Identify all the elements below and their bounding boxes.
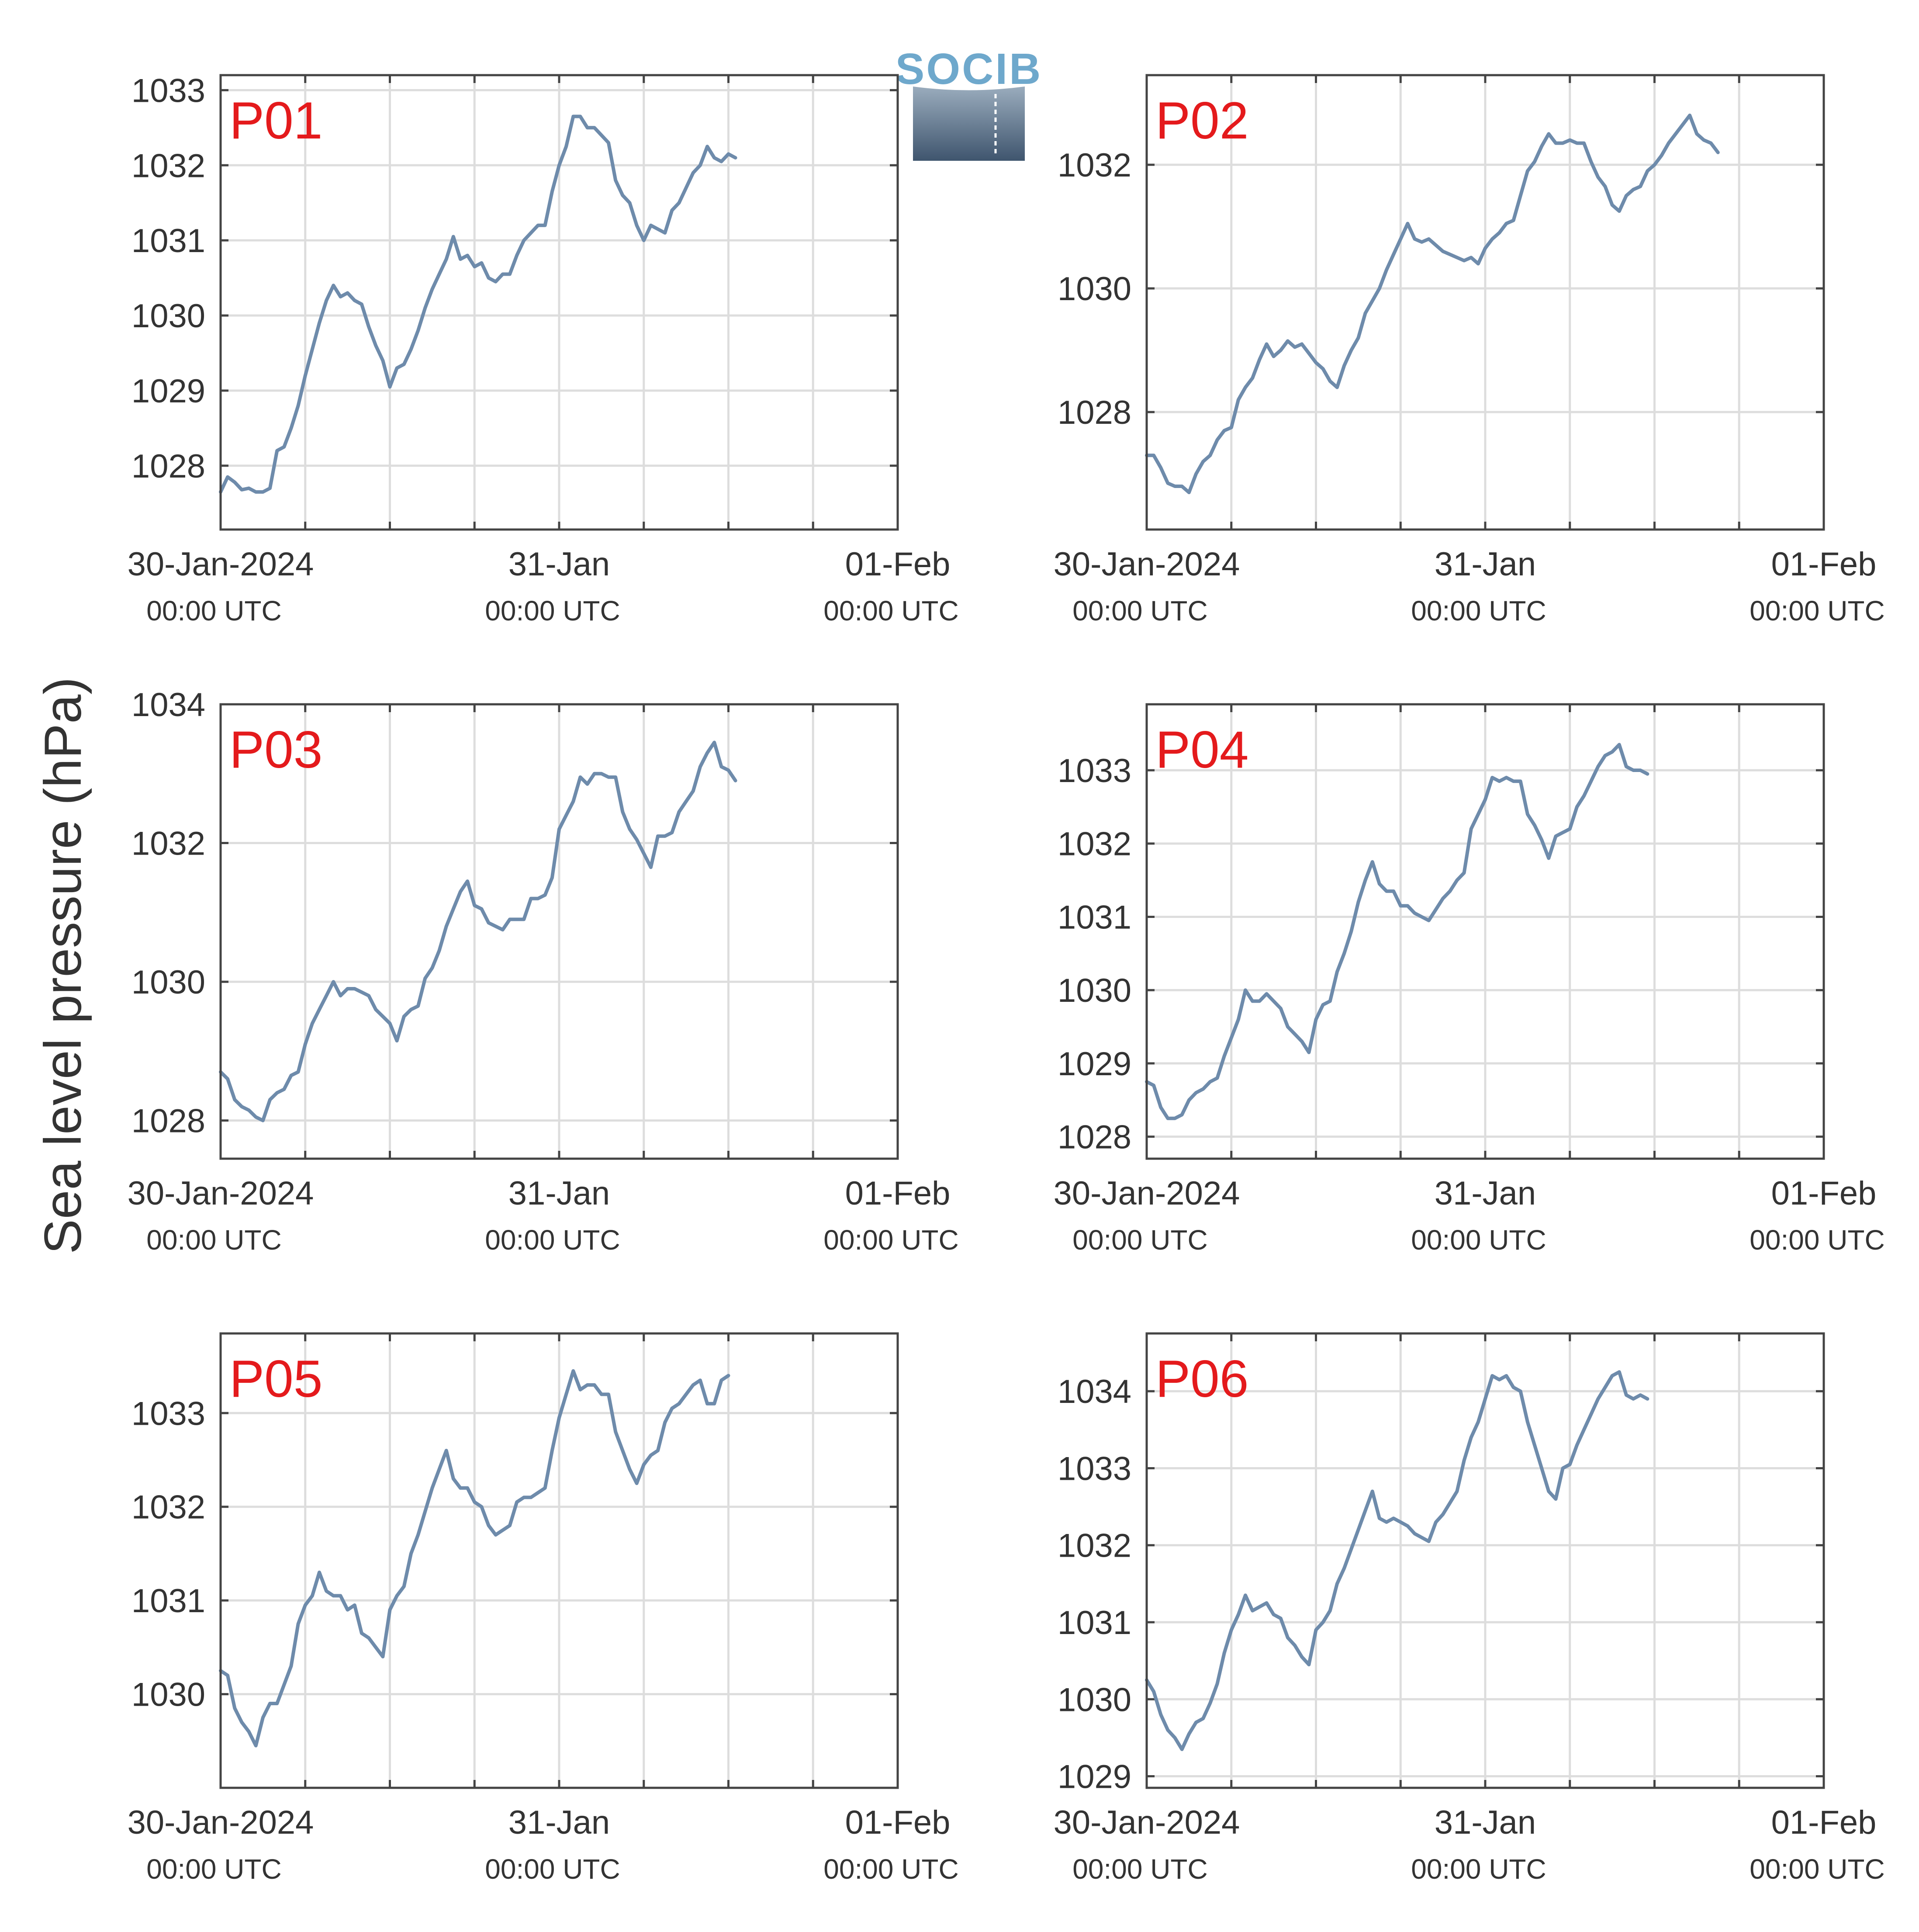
panel-6-xtick-label-2: 01-Feb bbox=[1771, 1804, 1877, 1841]
panel-5-ytick-label-3: 1033 bbox=[131, 1395, 205, 1432]
panel-2-xtick-label-0: 30-Jan-2024 bbox=[1054, 546, 1240, 583]
panel-6-ytick-label-0: 1029 bbox=[1058, 1759, 1131, 1796]
panel-3: 1028 1030 1032 1034 30-Jan-2024 00:00 UTC 31-J… bbox=[128, 686, 959, 1256]
panel-1-frame bbox=[219, 74, 899, 531]
panel-1-station-label: P01 bbox=[229, 91, 323, 150]
panel-6-ytick-label-1: 1030 bbox=[1058, 1681, 1131, 1718]
panel-6-xtick-sublabel-1: 00:00 UTC bbox=[1411, 1853, 1546, 1885]
panel-6-xtick-label-0: 30-Jan-2024 bbox=[1054, 1804, 1240, 1841]
panel-1-xtick-label-2: 01-Feb bbox=[845, 546, 951, 583]
panel-2-ytick-label-2: 1032 bbox=[1058, 147, 1131, 184]
panel-2-xtick-label-1: 31-Jan bbox=[1435, 546, 1536, 583]
socib-logo: SOCIB bbox=[896, 45, 1043, 161]
panel-3-ytick-label-3: 1034 bbox=[131, 686, 205, 724]
socib-logo-text: SOCIB bbox=[896, 45, 1043, 93]
panel-1-xtick-sublabel-0: 00:00 UTC bbox=[146, 595, 281, 627]
panel-4-ytick-label-2: 1030 bbox=[1058, 972, 1131, 1009]
panel-5-xtick-label-2: 01-Feb bbox=[845, 1804, 951, 1841]
panel-4-station-label: P04 bbox=[1155, 720, 1249, 779]
panel-1-ytick-label-3: 1031 bbox=[131, 222, 205, 260]
panel-3-series-line bbox=[219, 741, 737, 1122]
panel-6: 1029 1030 1031 1032 1033 1034 30-Jan-2024 00:00… bbox=[1054, 1332, 1885, 1885]
panel-1-ytick-label-2: 1030 bbox=[131, 298, 205, 335]
panel-4: 1028 1029 1030 1031 1032 1033 30-Jan-2024 00:00… bbox=[1054, 703, 1885, 1256]
panel-4-series-line bbox=[1145, 743, 1649, 1120]
panel-3-ytick-label-0: 1028 bbox=[131, 1103, 205, 1140]
panel-2-ytick-label-0: 1028 bbox=[1058, 394, 1131, 431]
panel-2-station-label: P02 bbox=[1155, 91, 1249, 150]
panel-3-xtick-label-0: 30-Jan-2024 bbox=[128, 1175, 314, 1212]
panel-2-ytick-label-1: 1030 bbox=[1058, 270, 1131, 308]
panel-5: 1030 1031 1032 1033 30-Jan-2024 00:00 UTC 31-J… bbox=[128, 1332, 959, 1885]
panel-2-xtick-sublabel-0: 00:00 UTC bbox=[1072, 595, 1207, 627]
panel-1-xtick-sublabel-2: 00:00 UTC bbox=[823, 595, 958, 627]
panel-2-xtick-label-2: 01-Feb bbox=[1771, 546, 1877, 583]
panel-5-ytick-label-1: 1031 bbox=[131, 1582, 205, 1620]
panel-5-xtick-sublabel-1: 00:00 UTC bbox=[485, 1853, 620, 1885]
panel-2-xtick-sublabel-1: 00:00 UTC bbox=[1411, 595, 1546, 627]
panel-1-xtick-label-0: 30-Jan-2024 bbox=[128, 546, 314, 583]
panel-3-xtick-sublabel-2: 00:00 UTC bbox=[823, 1224, 958, 1256]
panel-2-xtick-sublabel-2: 00:00 UTC bbox=[1750, 595, 1884, 627]
panel-6-frame bbox=[1145, 1332, 1825, 1789]
panel-4-xtick-label-0: 30-Jan-2024 bbox=[1054, 1175, 1240, 1212]
panel-4-ytick-label-5: 1033 bbox=[1058, 752, 1131, 789]
panel-5-ytick-label-0: 1030 bbox=[131, 1676, 205, 1714]
panel-5-xtick-sublabel-0: 00:00 UTC bbox=[146, 1853, 281, 1885]
panel-6-xtick-sublabel-0: 00:00 UTC bbox=[1072, 1853, 1207, 1885]
panel-4-ytick-label-4: 1032 bbox=[1058, 826, 1131, 863]
panel-3-xtick-sublabel-0: 00:00 UTC bbox=[146, 1224, 281, 1256]
panel-1: 1028 1029 1030 1031 1032 1033 30-Jan-2024 00:00… bbox=[128, 72, 959, 627]
y-axis-label: Sea level pressure (hPa) bbox=[34, 677, 92, 1254]
panel-6-xtick-sublabel-2: 00:00 UTC bbox=[1750, 1853, 1884, 1885]
panel-5-frame bbox=[219, 1332, 899, 1789]
panel-1-xtick-label-1: 31-Jan bbox=[508, 546, 610, 583]
panel-6-station-label: P06 bbox=[1155, 1350, 1249, 1408]
panel-1-ytick-label-5: 1033 bbox=[131, 72, 205, 109]
panel-3-frame bbox=[219, 703, 899, 1160]
panel-5-series-line bbox=[219, 1369, 730, 1748]
panel-5-station-label: P05 bbox=[229, 1350, 323, 1408]
panel-1-xtick-sublabel-1: 00:00 UTC bbox=[485, 595, 620, 627]
panel-3-ytick-label-1: 1030 bbox=[131, 964, 205, 1001]
panel-3-xtick-label-2: 01-Feb bbox=[845, 1175, 951, 1212]
panel-4-frame bbox=[1145, 703, 1825, 1160]
panel-4-ytick-label-1: 1029 bbox=[1058, 1046, 1131, 1083]
chart-panels: 1028 1029 1030 1031 1032 1033 30-Jan-2024 00:00… bbox=[128, 72, 1885, 1885]
panel-6-ytick-label-4: 1033 bbox=[1058, 1450, 1131, 1487]
panel-4-xtick-label-1: 31-Jan bbox=[1435, 1175, 1536, 1212]
panel-2-series-line bbox=[1145, 114, 1720, 495]
panel-3-xtick-sublabel-1: 00:00 UTC bbox=[485, 1224, 620, 1256]
panel-2: 1028 1030 1032 30-Jan-2024 00:00 UTC 31-Jan 00… bbox=[1054, 74, 1885, 627]
panel-6-xtick-label-1: 31-Jan bbox=[1435, 1804, 1536, 1841]
panel-5-xtick-sublabel-2: 00:00 UTC bbox=[823, 1853, 958, 1885]
panel-6-series-line bbox=[1145, 1370, 1649, 1751]
socib-logo-wave bbox=[913, 87, 1025, 161]
panel-4-xtick-sublabel-2: 00:00 UTC bbox=[1750, 1224, 1884, 1256]
panel-4-xtick-label-2: 01-Feb bbox=[1771, 1175, 1877, 1212]
panel-6-ytick-label-5: 1034 bbox=[1058, 1373, 1131, 1410]
panel-4-xtick-sublabel-1: 00:00 UTC bbox=[1411, 1224, 1546, 1256]
panel-4-ytick-label-0: 1028 bbox=[1058, 1119, 1131, 1156]
panel-2-frame bbox=[1145, 74, 1825, 531]
panel-5-ytick-label-2: 1032 bbox=[131, 1489, 205, 1526]
panel-4-xtick-sublabel-0: 00:00 UTC bbox=[1072, 1224, 1207, 1256]
panel-5-xtick-label-1: 31-Jan bbox=[508, 1804, 610, 1841]
panel-1-ytick-label-1: 1029 bbox=[131, 373, 205, 410]
panel-6-ytick-label-3: 1032 bbox=[1058, 1527, 1131, 1565]
panel-1-ytick-label-4: 1032 bbox=[131, 147, 205, 184]
panel-5-xtick-label-0: 30-Jan-2024 bbox=[128, 1804, 314, 1841]
panel-1-series-line bbox=[219, 114, 737, 494]
panel-4-ytick-label-3: 1031 bbox=[1058, 899, 1131, 936]
panel-1-ytick-label-0: 1028 bbox=[131, 448, 205, 485]
panel-3-station-label: P03 bbox=[229, 720, 323, 779]
panel-6-ytick-label-2: 1031 bbox=[1058, 1604, 1131, 1641]
panel-3-ytick-label-2: 1032 bbox=[131, 825, 205, 862]
panel-3-xtick-label-1: 31-Jan bbox=[508, 1175, 610, 1212]
